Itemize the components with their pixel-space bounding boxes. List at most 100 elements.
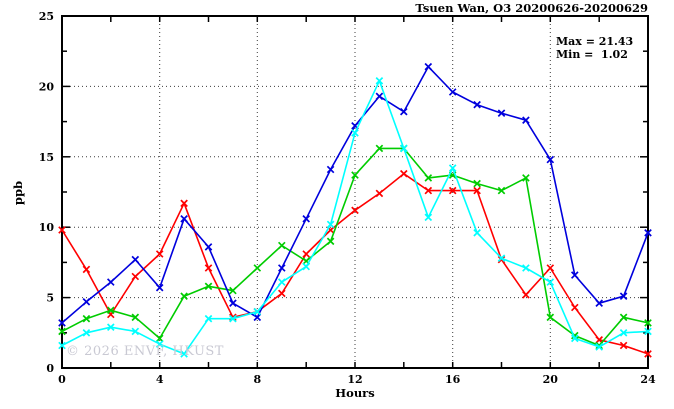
marker-cyan — [180, 350, 188, 358]
x-tick-label: 12 — [347, 373, 362, 386]
marker-blue — [204, 243, 213, 251]
y-tick-label: 10 — [39, 221, 55, 234]
marker-cyan — [302, 262, 311, 271]
marker-green — [155, 334, 164, 343]
marker-red — [204, 264, 213, 272]
marker-red — [131, 272, 140, 281]
marker-red — [58, 226, 66, 234]
marker-cyan — [277, 278, 286, 286]
marker-red — [619, 341, 628, 350]
marker-cyan — [375, 76, 384, 85]
marker-blue — [58, 319, 66, 327]
y-tick-label: 0 — [46, 362, 54, 375]
marker-cyan — [546, 278, 555, 286]
marker-blue — [180, 214, 188, 223]
marker-blue — [326, 165, 335, 174]
y-tick-label: 20 — [39, 80, 55, 93]
marker-red — [302, 250, 311, 258]
marker-green — [326, 237, 335, 246]
marker-green — [522, 174, 530, 182]
marker-blue — [106, 278, 115, 286]
marker-cyan — [58, 341, 66, 350]
x-tick-label: 8 — [253, 373, 261, 386]
min-annotation: Min = 1.02 — [556, 48, 628, 61]
y-tick-label: 15 — [39, 151, 54, 164]
marker-cyan — [204, 314, 213, 323]
x-tick-label: 4 — [156, 373, 164, 386]
marker-cyan — [595, 343, 604, 351]
marker-cyan — [522, 264, 530, 272]
x-tick-label: 16 — [445, 373, 461, 386]
marker-green — [595, 341, 604, 350]
max-min-annotation: Max = 21.43 Min = 1.02 — [556, 35, 633, 61]
marker-cyan — [570, 334, 579, 343]
marker-blue — [546, 155, 555, 164]
marker-red — [522, 290, 530, 299]
marker-green — [131, 313, 140, 322]
marker-cyan — [424, 213, 433, 222]
marker-blue — [522, 116, 530, 125]
marker-cyan — [619, 328, 628, 337]
marker-red — [180, 199, 188, 208]
marker-green — [82, 314, 91, 323]
marker-red — [399, 169, 408, 178]
marker-blue — [82, 297, 91, 306]
marker-blue — [595, 299, 604, 308]
marker-red — [473, 186, 481, 195]
plot-frame — [61, 15, 649, 369]
marker-blue — [155, 283, 164, 292]
max-annotation: Max = 21.43 — [556, 35, 634, 48]
marker-blue — [619, 292, 628, 301]
marker-cyan — [131, 327, 140, 336]
marker-green — [351, 171, 359, 179]
marker-blue — [277, 264, 286, 272]
marker-cyan — [82, 328, 91, 337]
marker-cyan — [106, 323, 115, 332]
marker-red — [351, 206, 359, 215]
marker-blue — [497, 109, 506, 118]
marker-blue — [473, 100, 481, 109]
marker-blue — [302, 214, 311, 223]
marker-red — [570, 303, 579, 312]
marker-cyan — [351, 129, 359, 137]
marker-red — [375, 189, 384, 198]
y-tick-label: 25 — [39, 10, 54, 23]
marker-green — [58, 327, 66, 336]
marker-cyan — [644, 327, 652, 336]
marker-green — [497, 186, 506, 195]
x-tick-label: 0 — [58, 373, 66, 386]
marker-red — [448, 186, 457, 195]
marker-green — [229, 286, 237, 295]
y-axis-label: ppb — [11, 180, 25, 206]
marker-green — [204, 282, 213, 291]
marker-red — [155, 250, 164, 258]
x-tick-label: 20 — [543, 373, 559, 386]
marker-green — [644, 319, 652, 327]
watermark: © 2026 ENVF, HKUST — [66, 344, 224, 359]
marker-blue — [229, 299, 237, 308]
marker-red — [82, 265, 91, 274]
marker-blue — [131, 255, 140, 264]
marker-red — [277, 289, 286, 298]
marker-cyan — [253, 307, 262, 316]
marker-red — [497, 255, 506, 264]
marker-blue — [253, 313, 262, 322]
marker-cyan — [326, 220, 335, 229]
marker-green — [473, 179, 481, 188]
marker-green — [546, 313, 555, 322]
marker-red — [644, 350, 652, 358]
marker-cyan — [473, 228, 481, 237]
marker-green — [180, 292, 188, 301]
marker-blue — [570, 271, 579, 279]
x-tick-label: 24 — [640, 373, 656, 386]
series-line-green — [61, 147, 649, 347]
marker-green — [424, 174, 433, 182]
marker-blue — [424, 62, 433, 71]
marker-cyan — [497, 254, 506, 263]
marker-blue — [399, 107, 408, 116]
marker-cyan — [155, 340, 164, 348]
marker-green — [375, 144, 384, 153]
marker-blue — [448, 88, 457, 96]
